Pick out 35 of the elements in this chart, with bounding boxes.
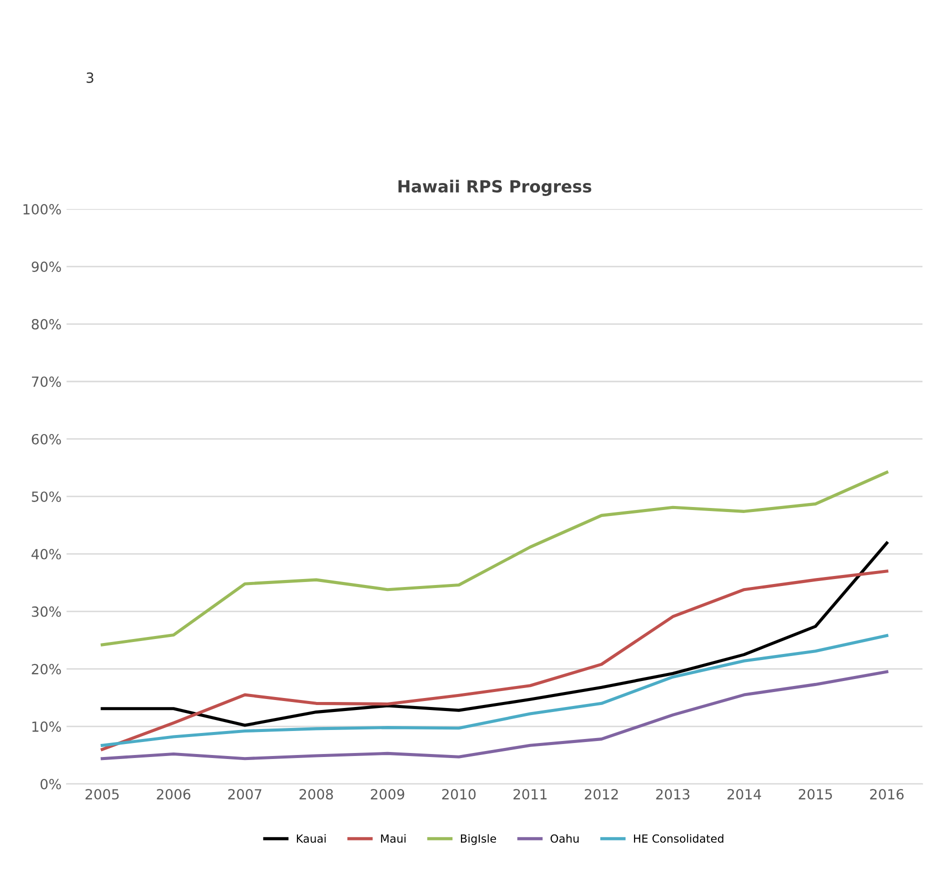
x-tick-label: 2007 — [228, 789, 262, 800]
y-tick-label: 10% — [32, 721, 61, 732]
x-tick-label: 2005 — [86, 789, 119, 800]
y-tick-label: 90% — [32, 261, 61, 272]
x-tick-label: 2012 — [584, 789, 618, 800]
x-tick-label: 2009 — [370, 789, 404, 800]
legend-label: Oahu — [550, 834, 579, 843]
legend-label: Maui — [381, 834, 406, 843]
line-series — [100, 570, 888, 751]
line-series — [100, 470, 888, 646]
x-tick-label: 2011 — [514, 789, 547, 800]
x-tick-label: 2016 — [870, 789, 904, 800]
x-tick-label: 2008 — [300, 789, 333, 800]
y-tick-label: 50% — [32, 491, 61, 502]
y-tick-label: 100% — [24, 204, 61, 215]
y-tick-label: 40% — [32, 548, 61, 560]
y-tick-label: 70% — [32, 376, 61, 387]
chart-title: Hawaii RPS Progress — [398, 180, 592, 196]
legend-label: Kauai — [296, 834, 326, 843]
y-tick-label: 60% — [32, 434, 61, 444]
x-tick-label: 2014 — [728, 789, 762, 800]
x-tick-label: 2006 — [156, 789, 190, 800]
line-series — [100, 670, 888, 760]
y-tick-label: 30% — [32, 606, 61, 617]
x-tick-label: 2015 — [798, 789, 832, 800]
legend-label: BigIsle — [460, 834, 496, 845]
y-tick-label: 20% — [32, 664, 61, 674]
legend-label: HE Consolidated — [634, 834, 724, 843]
y-tick-label: 0% — [40, 778, 61, 790]
line-series — [100, 542, 888, 727]
y-tick-label: 80% — [32, 318, 61, 330]
line-series — [100, 634, 888, 747]
text: 3 — [86, 72, 94, 83]
x-tick-label: 2013 — [656, 789, 690, 800]
x-tick-label: 2010 — [442, 789, 476, 800]
